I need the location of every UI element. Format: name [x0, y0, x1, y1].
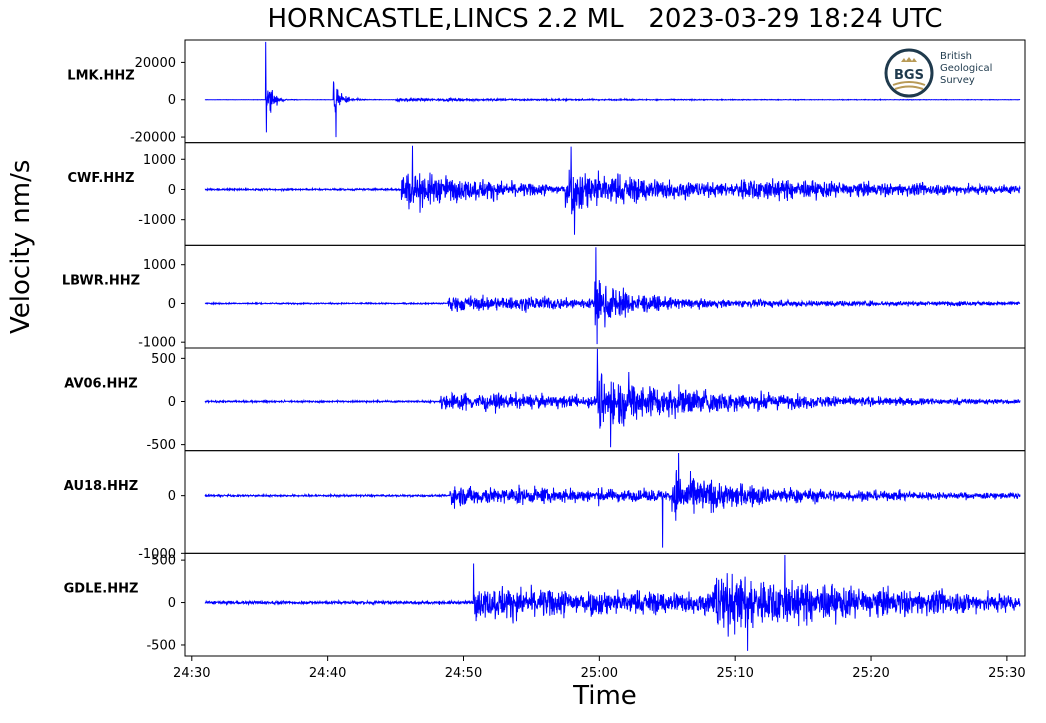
x-tick-label: 25:00: [581, 666, 618, 681]
bgs-logo: BGS British Geological Survey: [884, 47, 1004, 99]
chart-title: HORNCASTLE,LINCS 2.2 ML 2023-03-29 18:24…: [267, 4, 943, 34]
y-tick-label: 0: [168, 489, 176, 504]
x-axis-label: Time: [573, 681, 637, 711]
x-tick-label: 24:30: [173, 666, 210, 681]
y-tick-label: -1000: [138, 336, 176, 351]
trace-panel-gdle-hhz: 500 0 -500 GDLE.HHZ: [64, 552, 1026, 657]
y-tick-label: 500: [151, 352, 176, 367]
y-tick-label: -20000: [130, 131, 176, 146]
y-tick-label: 1000: [143, 153, 176, 168]
y-tick-label: 500: [151, 554, 176, 569]
trace-panel-lbwr-hhz: 1000 0 -1000 LBWR.HHZ: [62, 244, 1026, 351]
logo-abbrev: BGS: [894, 68, 924, 83]
waveform-trace: [204, 452, 1021, 548]
x-tick-label: 24:40: [309, 666, 346, 681]
waveform-trace: [204, 554, 1021, 651]
trace-panel-av06-hhz: 500 0 -500 AV06.HHZ: [64, 347, 1026, 453]
waveform-trace: [204, 247, 1021, 345]
trace-panel-cwf-hhz: 1000 0 -1000 CWF.HHZ: [68, 142, 1026, 246]
station-label: CWF.HHZ: [68, 171, 135, 186]
station-label: LMK.HHZ: [67, 68, 134, 83]
y-tick-label: -1000: [138, 213, 176, 228]
y-tick-label: -500: [146, 438, 176, 453]
logo-text: British Geological Survey: [940, 51, 992, 87]
y-tick-label: 0: [168, 93, 176, 108]
y-tick-label: 0: [168, 297, 176, 312]
panel-frame: [184, 552, 1026, 657]
station-label: AU18.HHZ: [64, 479, 138, 494]
logo-line-1: British: [940, 51, 972, 62]
logo-line-2: Geological: [940, 63, 993, 74]
y-tick-label: 20000: [135, 56, 176, 71]
x-tick-label: 25:30: [988, 666, 1025, 681]
y-tick-label: -1000: [138, 547, 176, 562]
trace-panel-au18-hhz: 0 -1000 AU18.HHZ: [64, 450, 1026, 562]
waveform-trace: [204, 348, 1021, 448]
y-tick-label: 0: [168, 183, 176, 198]
waveform-trace: [204, 145, 1021, 235]
x-tick-label: 25:10: [716, 666, 753, 681]
bgs-crest-icon: BGS: [884, 48, 934, 98]
y-tick-label: 1000: [143, 258, 176, 273]
station-label: AV06.HHZ: [64, 376, 137, 391]
logo-line-3: Survey: [940, 75, 975, 86]
trace-panel-lmk-hhz: 20000 0 -20000 LMK.HHZ: [67, 39, 1026, 146]
panel-frame: [184, 450, 1026, 554]
y-tick-label: -500: [146, 638, 176, 653]
x-tick-label: 24:50: [445, 666, 482, 681]
x-tick-label: 25:20: [852, 666, 889, 681]
y-tick-label: 0: [168, 395, 176, 410]
waveform-trace: [204, 41, 1021, 138]
station-label: LBWR.HHZ: [62, 274, 140, 289]
y-tick-label: 0: [168, 596, 176, 611]
station-label: GDLE.HHZ: [64, 582, 139, 597]
